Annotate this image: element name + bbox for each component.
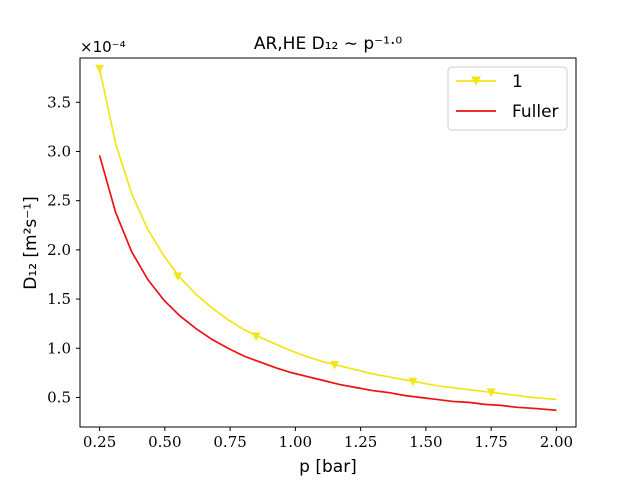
x-tick-label: 1.00 (279, 433, 312, 451)
legend-label-series-1: 1 (512, 72, 523, 92)
legend: 1 Fuller (447, 66, 568, 131)
x-tick-label: 0.25 (83, 433, 116, 451)
x-tick-label: 1.25 (344, 433, 377, 451)
plot-area (95, 64, 557, 412)
legend-box (447, 66, 568, 131)
data-point-marker (251, 332, 261, 341)
legend-marker-series-1 (471, 76, 481, 86)
y-tick-label: 0.5 (47, 388, 71, 406)
x-tick-label: 0.50 (148, 433, 181, 451)
x-tick-label: 1.50 (409, 433, 442, 451)
x-tick-label: 2.00 (540, 433, 573, 451)
data-point-marker (408, 377, 418, 387)
y-axis: 0.5 1.0 1.5 2.0 2.5 3.0 3.5 (47, 93, 80, 406)
data-point-marker (330, 361, 340, 370)
x-tick-label: 1.75 (474, 433, 507, 451)
legend-label-fuller: Fuller (512, 102, 559, 122)
x-axis-label: p [bar] (299, 457, 357, 477)
series-line-series-1 (98, 68, 557, 401)
series-line-fuller (98, 155, 557, 412)
data-point-marker (173, 272, 183, 281)
y-axis-multiplier: ×10⁻⁴ (80, 38, 126, 56)
y-axis-label: D₁₂ [m²s⁻¹] (21, 196, 41, 289)
y-tick-label: 2.0 (47, 241, 71, 259)
data-point-marker (95, 64, 105, 74)
y-tick-label: 3.0 (47, 142, 71, 160)
y-tick-label: 1.0 (47, 339, 71, 357)
chart-title: AR,HE D₁₂ ∼ p⁻¹·⁰ (254, 34, 403, 54)
x-axis: 0.25 0.50 0.75 1.00 1.25 1.50 1.75 2.00 (83, 427, 573, 451)
y-tick-label: 2.5 (47, 192, 71, 210)
data-point-marker (486, 388, 496, 398)
y-tick-label: 1.5 (47, 290, 71, 308)
plot-frame (79, 57, 577, 428)
x-tick-label: 0.75 (213, 433, 246, 451)
y-tick-label: 3.5 (47, 93, 71, 111)
